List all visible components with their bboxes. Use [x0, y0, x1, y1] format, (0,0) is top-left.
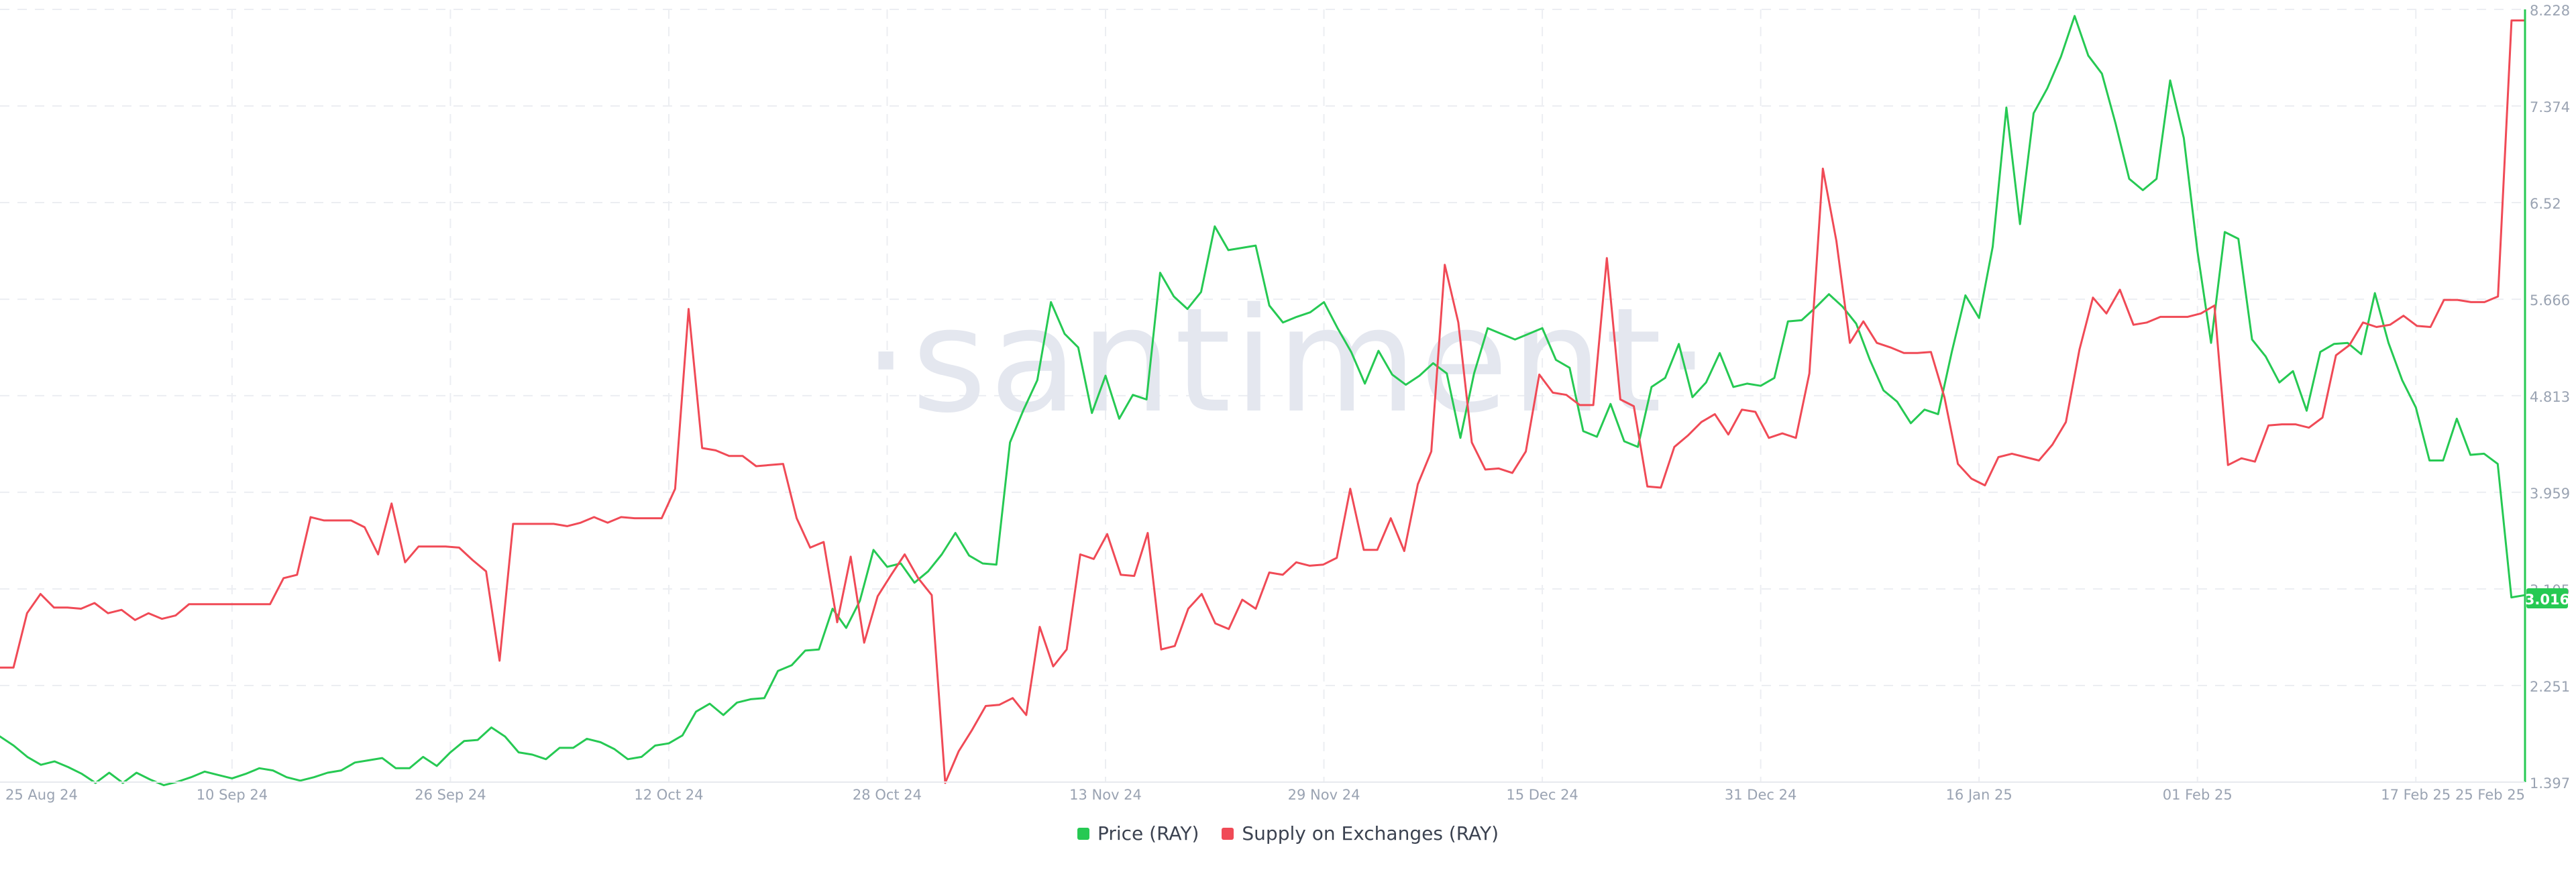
x-axis-ticks: 25 Aug 24 10 Sep 24 26 Sep 24 12 Oct 24 28 O…: [5, 787, 2525, 803]
price-swatch-icon: [1077, 827, 1089, 840]
x-tick-label: 25 Aug 24: [5, 787, 78, 803]
y-tick-label: 7.374: [2530, 99, 2570, 115]
x-tick-label: 31 Dec 24: [1725, 787, 1796, 803]
legend-supply-label: Supply on Exchanges (RAY): [1242, 822, 1499, 844]
y-tick-label: 4.813: [2530, 389, 2570, 405]
y-tick-label: 2.251: [2530, 679, 2570, 695]
y-tick-label: 8.228: [2530, 3, 2570, 19]
santiment-watermark: ·santiment·: [863, 276, 1713, 445]
legend-item-price[interactable]: Price (RAY): [1077, 822, 1199, 844]
y-axis-ticks: 1.3972.2513.1053.9594.8135.6666.527.3748…: [2530, 3, 2570, 792]
series-line-supply: [0, 19, 2526, 784]
last-price-badge-text: 3.016: [2525, 592, 2569, 608]
x-tick-label: 29 Nov 24: [1288, 787, 1360, 803]
supply-swatch-icon: [1222, 827, 1234, 840]
y-tick-label: 1.397: [2530, 775, 2570, 792]
y-tick-label: 3.959: [2530, 486, 2570, 502]
x-tick-label: 26 Sep 24: [415, 787, 486, 803]
last-price-badge: 3.016: [2525, 588, 2569, 608]
y-tick-label: 5.666: [2530, 292, 2570, 309]
legend: Price (RAY) Supply on Exchanges (RAY): [0, 822, 2576, 844]
x-tick-label: 13 Nov 24: [1069, 787, 1142, 803]
legend-price-label: Price (RAY): [1097, 822, 1199, 844]
y-tick-label: 6.52: [2530, 196, 2561, 212]
legend-item-supply[interactable]: Supply on Exchanges (RAY): [1222, 822, 1499, 844]
series-line-price: [0, 15, 2526, 787]
x-tick-label: 28 Oct 24: [853, 787, 922, 803]
x-tick-label: 16 Jan 25: [1946, 787, 2012, 803]
x-tick-label: 15 Dec 24: [1506, 787, 1578, 803]
x-tick-label: 12 Oct 24: [634, 787, 703, 803]
x-tick-label: 01 Feb 25: [2163, 787, 2233, 803]
x-tick-label: 17 Feb 25: [2381, 787, 2451, 803]
last-price-badge-bg: [2526, 588, 2568, 608]
series-group: [0, 15, 2526, 787]
x-tick-label: 10 Sep 24: [197, 787, 268, 803]
x-tick-label: 25 Feb 25: [2455, 787, 2525, 803]
